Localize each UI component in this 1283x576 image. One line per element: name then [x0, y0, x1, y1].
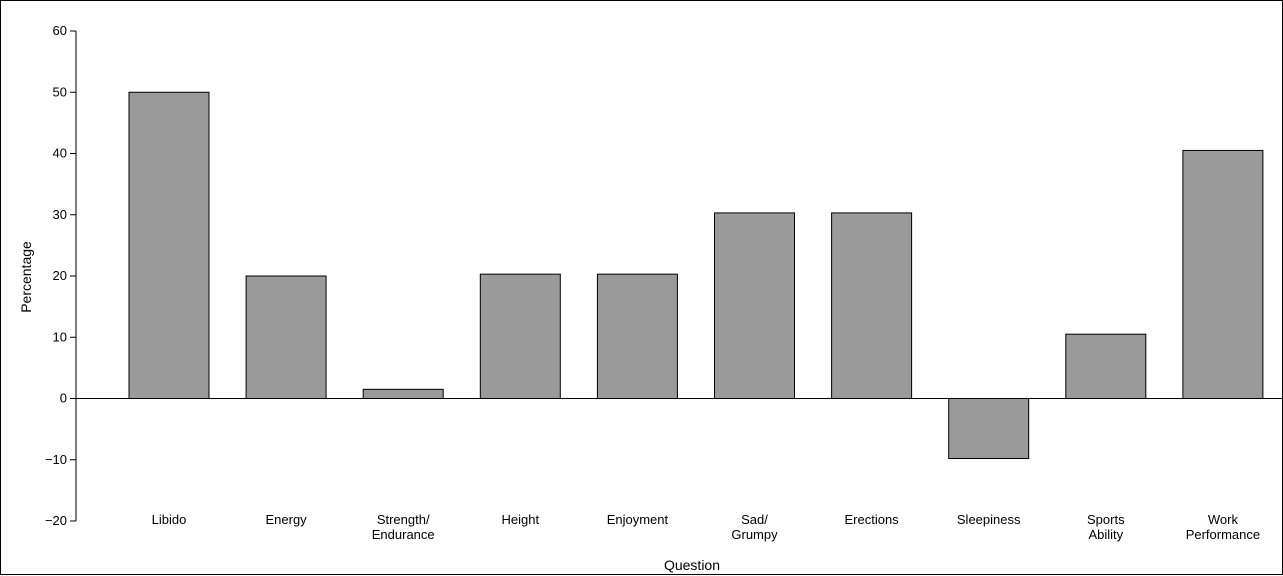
bar [596, 273, 678, 400]
x-tick-label: Energy [265, 512, 307, 527]
bar [831, 212, 913, 399]
x-tick-label: Height [502, 512, 540, 527]
x-tick-label: Sad/Grumpy [731, 512, 778, 542]
x-tick-label: Libido [152, 512, 187, 527]
x-tick-label: Sleepiness [957, 512, 1021, 527]
y-axis-title: Percentage [18, 241, 34, 313]
x-tick-label: Erections [844, 512, 899, 527]
x-tick-label: Enjoyment [607, 512, 669, 527]
x-tick-labels: Libido Energy Strength/Endurance Height Enjo… [152, 512, 1260, 542]
y-tick-label: 10 [53, 329, 67, 344]
bar [714, 212, 795, 399]
bars [128, 91, 1264, 460]
x-tick-label: Sports Ability [1087, 512, 1125, 542]
bar [479, 273, 561, 400]
y-ticks: 60 50 40 30 20 10 0 −10 −20 [45, 23, 76, 528]
bar [245, 275, 327, 399]
x-tick-label: Work Performance [1186, 512, 1260, 542]
y-tick-label: 50 [53, 84, 67, 99]
y-tick-label: −20 [45, 513, 67, 528]
y-tick-label: −10 [45, 452, 67, 467]
y-tick-label: 0 [60, 391, 67, 406]
x-tick-label: Strength/Endurance [372, 512, 435, 542]
bar [1065, 333, 1147, 399]
bar [362, 388, 444, 399]
y-tick-label: 40 [53, 146, 67, 161]
x-axis-title: Question [664, 557, 720, 573]
y-tick-label: 30 [53, 207, 67, 222]
bar [128, 91, 210, 399]
y-tick-label: 60 [53, 23, 67, 38]
y-tick-label: 20 [53, 268, 67, 283]
bar [1182, 149, 1264, 399]
bar [948, 398, 1030, 460]
